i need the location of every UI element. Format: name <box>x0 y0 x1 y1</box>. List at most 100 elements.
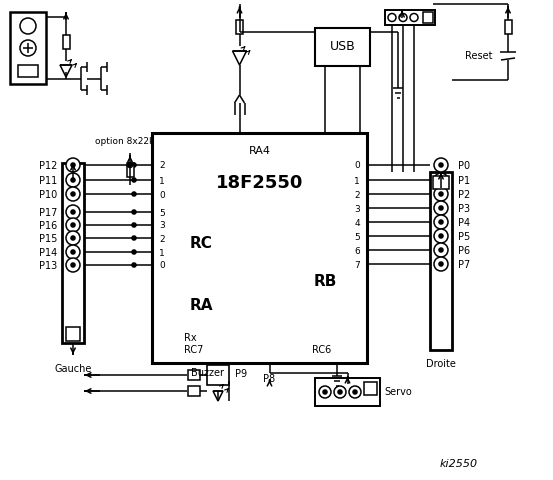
Circle shape <box>66 205 80 219</box>
Circle shape <box>439 262 443 266</box>
Text: RC6: RC6 <box>312 345 331 355</box>
Text: RC: RC <box>190 236 213 251</box>
Text: P15: P15 <box>39 234 57 244</box>
Circle shape <box>132 210 136 214</box>
Circle shape <box>439 178 443 182</box>
Circle shape <box>66 158 80 172</box>
Text: P5: P5 <box>458 232 470 242</box>
Polygon shape <box>232 51 247 65</box>
Polygon shape <box>213 391 223 401</box>
Polygon shape <box>60 65 72 77</box>
Bar <box>152 133 367 363</box>
Circle shape <box>323 390 327 394</box>
Circle shape <box>71 223 75 227</box>
Circle shape <box>71 236 75 240</box>
Text: P17: P17 <box>39 208 57 218</box>
Text: 1: 1 <box>354 177 360 185</box>
Text: 2: 2 <box>159 235 165 243</box>
Circle shape <box>132 178 136 182</box>
Circle shape <box>439 234 443 238</box>
Text: Servo: Servo <box>384 387 412 397</box>
Bar <box>66 327 80 341</box>
Text: RC7: RC7 <box>184 345 204 355</box>
Circle shape <box>319 386 331 398</box>
Circle shape <box>439 220 443 224</box>
Bar <box>207 365 229 385</box>
Bar <box>433 176 449 189</box>
Circle shape <box>434 229 448 243</box>
Text: USB: USB <box>330 40 356 53</box>
Text: 0: 0 <box>159 262 165 271</box>
Text: 3: 3 <box>354 204 360 214</box>
Circle shape <box>434 187 448 201</box>
Text: RB: RB <box>314 274 337 288</box>
Text: 4: 4 <box>354 218 360 228</box>
Bar <box>127 163 133 177</box>
Circle shape <box>434 257 448 271</box>
Circle shape <box>434 243 448 257</box>
Text: Rx: Rx <box>184 333 197 343</box>
Text: 3: 3 <box>159 221 165 230</box>
Text: RA4: RA4 <box>248 146 270 156</box>
Text: P6: P6 <box>458 246 470 256</box>
Bar <box>315 378 380 406</box>
Text: P11: P11 <box>39 176 57 186</box>
Text: P1: P1 <box>458 176 470 186</box>
Bar <box>62 35 70 49</box>
Bar <box>385 10 435 25</box>
Text: P3: P3 <box>458 204 470 214</box>
Text: 2: 2 <box>354 191 360 200</box>
Circle shape <box>66 173 80 187</box>
Text: option 8x22k: option 8x22k <box>95 136 155 145</box>
Text: P8: P8 <box>263 374 275 384</box>
Circle shape <box>132 236 136 240</box>
Bar <box>188 386 200 396</box>
Text: 0: 0 <box>354 161 360 170</box>
Text: Droite: Droite <box>426 359 456 369</box>
Circle shape <box>66 245 80 259</box>
Bar <box>430 172 452 350</box>
Bar <box>188 370 200 380</box>
Circle shape <box>132 163 136 167</box>
Circle shape <box>132 263 136 267</box>
Circle shape <box>66 218 80 232</box>
Text: 5: 5 <box>159 208 165 217</box>
Text: P12: P12 <box>39 161 57 171</box>
Bar <box>423 12 433 23</box>
Text: P7: P7 <box>458 260 470 270</box>
Circle shape <box>434 215 448 229</box>
Circle shape <box>66 231 80 245</box>
Circle shape <box>66 187 80 201</box>
Circle shape <box>434 201 448 215</box>
Bar <box>10 12 46 84</box>
Circle shape <box>71 263 75 267</box>
Circle shape <box>439 192 443 196</box>
Circle shape <box>128 163 133 168</box>
Circle shape <box>388 13 396 22</box>
Text: 7: 7 <box>354 261 360 269</box>
Bar <box>236 20 243 34</box>
Text: P9: P9 <box>235 369 247 379</box>
Circle shape <box>132 192 136 196</box>
Circle shape <box>132 250 136 254</box>
Text: ki2550: ki2550 <box>440 459 478 469</box>
Text: P14: P14 <box>39 248 57 258</box>
Text: 1: 1 <box>159 177 165 185</box>
Circle shape <box>338 390 342 394</box>
Circle shape <box>434 158 448 172</box>
Bar <box>18 65 38 77</box>
Circle shape <box>439 163 443 167</box>
Text: RA: RA <box>190 298 213 312</box>
Circle shape <box>334 386 346 398</box>
Text: P10: P10 <box>39 190 57 200</box>
Text: P16: P16 <box>39 221 57 231</box>
Text: 6: 6 <box>354 247 360 255</box>
Text: 5: 5 <box>354 232 360 241</box>
Bar <box>62 163 84 343</box>
Circle shape <box>410 13 418 22</box>
Text: 1: 1 <box>159 249 165 257</box>
Text: Buzzer: Buzzer <box>190 368 223 378</box>
Circle shape <box>353 390 357 394</box>
Circle shape <box>439 248 443 252</box>
Circle shape <box>434 173 448 187</box>
